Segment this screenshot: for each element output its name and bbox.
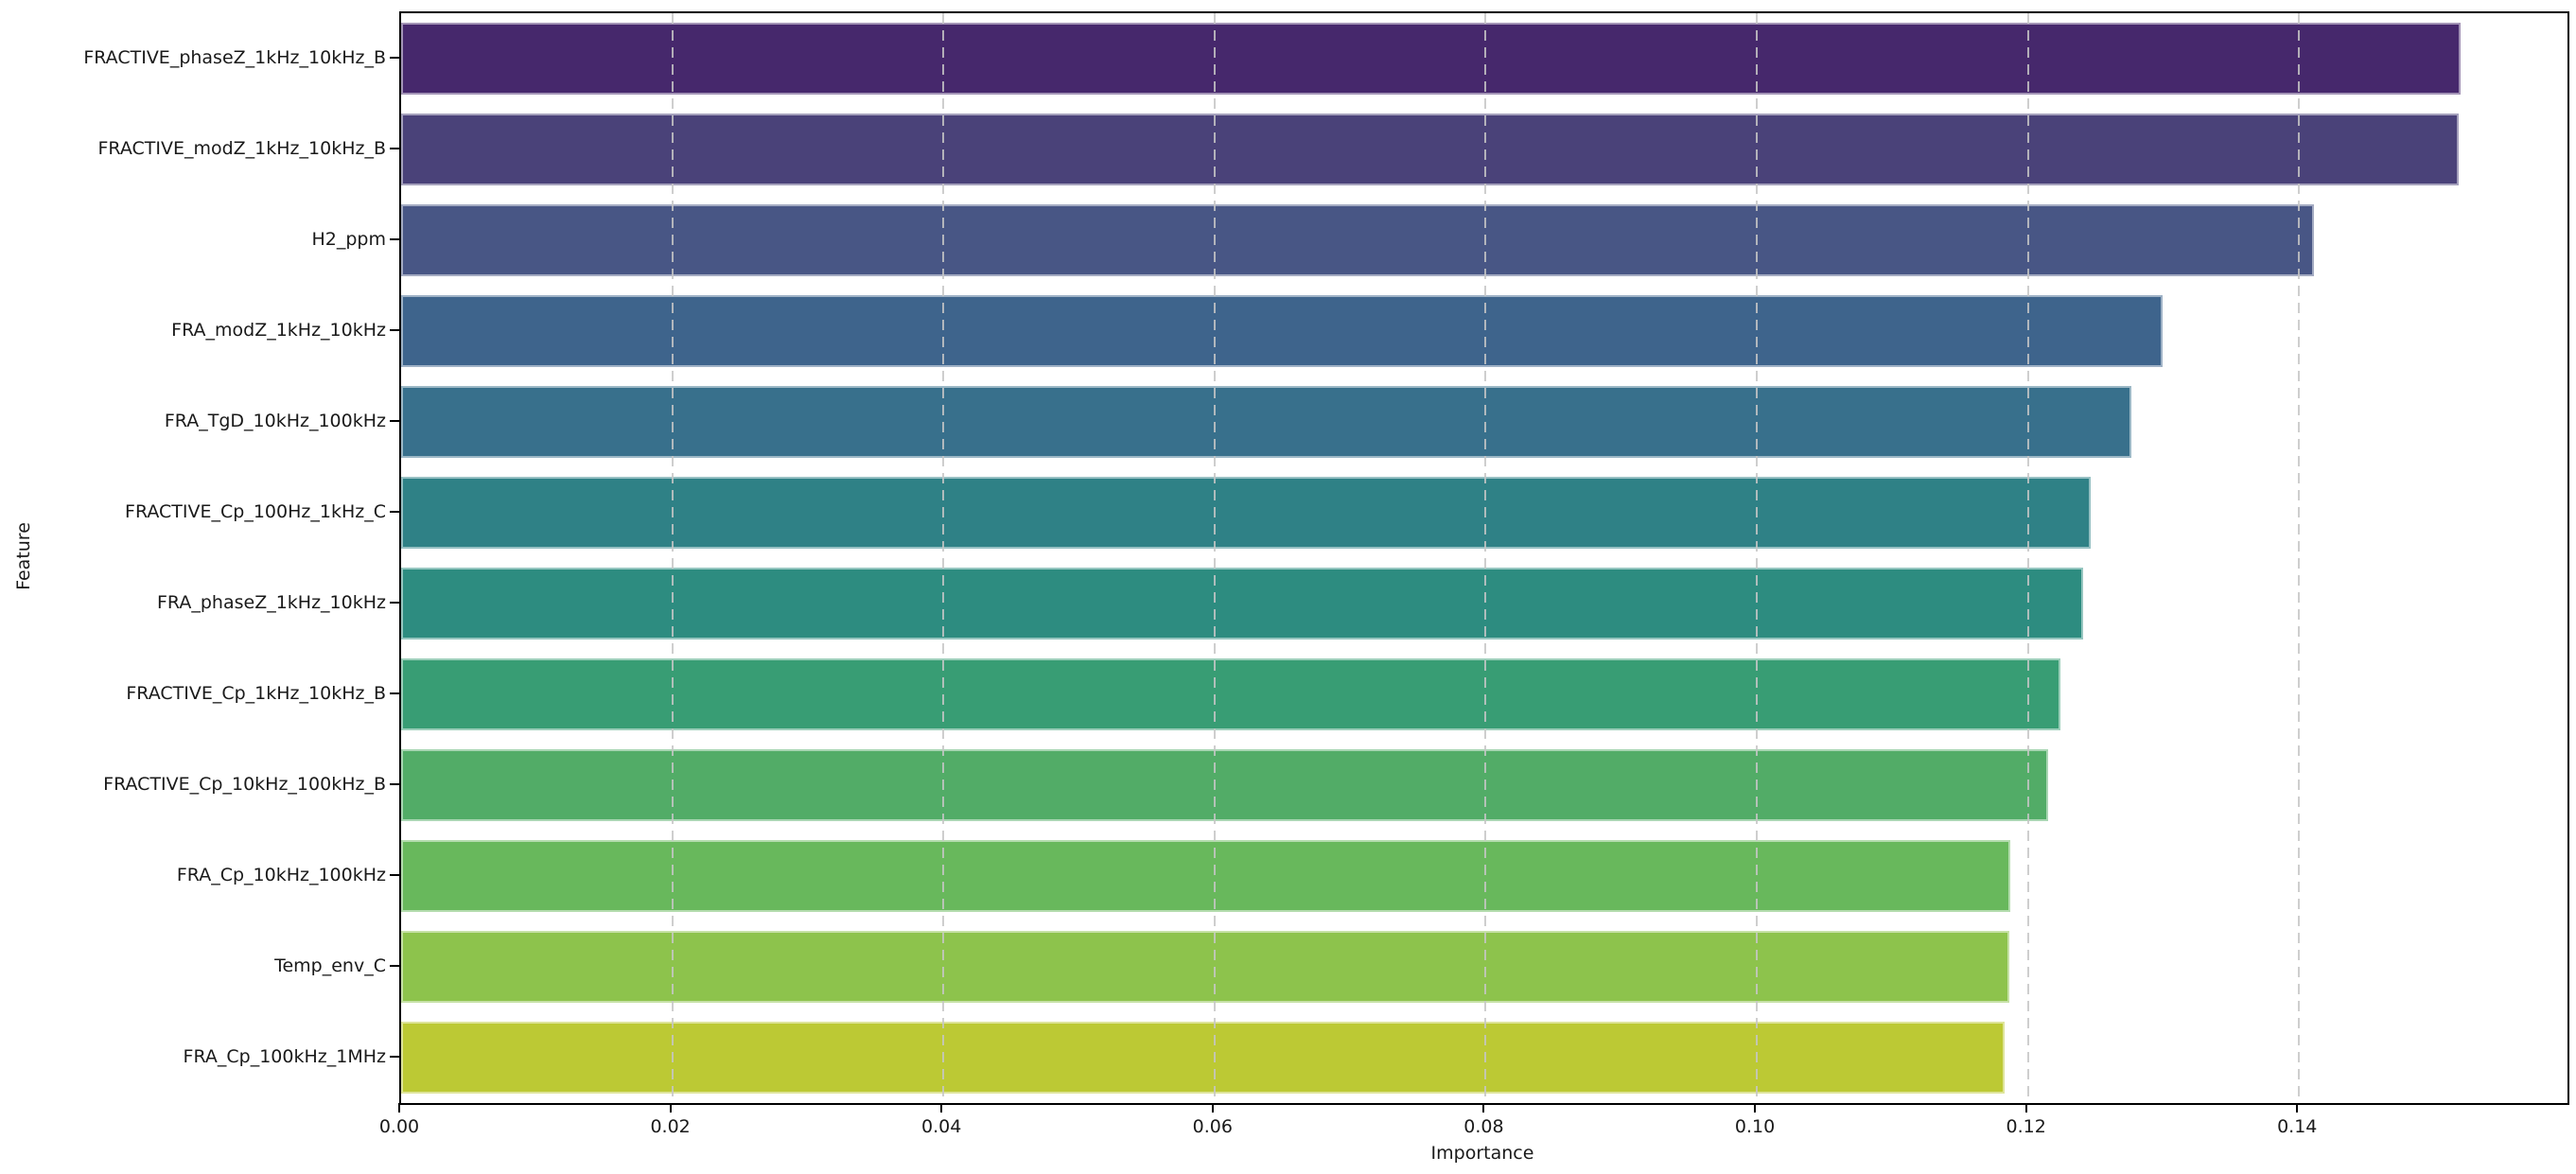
y-axis-title: Feature (13, 522, 34, 590)
x-tick-label: 0.10 (1734, 1116, 1776, 1137)
x-tick-mark (669, 1103, 672, 1113)
y-tick-mark (390, 783, 399, 785)
y-tick-mark (390, 874, 399, 876)
bar (401, 568, 2084, 640)
y-tick-mark (390, 1056, 399, 1058)
x-tick-mark (940, 1103, 943, 1113)
x-tick-mark (1482, 1103, 1485, 1113)
y-tick-mark (390, 692, 399, 694)
gridline-x-0.06 (1213, 13, 1216, 1103)
x-tick-mark (2296, 1103, 2299, 1113)
x-tick-mark (2024, 1103, 2027, 1113)
plot-area (399, 11, 2569, 1105)
y-tick-label: FRA_TgD_10kHz_100kHz (164, 411, 386, 431)
y-tick-label: FRACTIVE_Cp_1kHz_10kHz_B (126, 683, 386, 704)
y-tick-label: FRA_Cp_100kHz_1MHz (183, 1046, 386, 1067)
gridline-x-0.12 (2026, 13, 2029, 1103)
bar (401, 295, 2163, 367)
x-axis-title: Importance (1430, 1143, 1534, 1164)
y-tick-mark (390, 602, 399, 604)
bar (401, 23, 2461, 95)
x-tick-label: 0.00 (378, 1116, 420, 1137)
gridline-x-0.02 (671, 13, 674, 1103)
gridline-x-0.14 (2298, 13, 2301, 1103)
bar (401, 1022, 2006, 1094)
x-tick-label: 0.04 (921, 1116, 962, 1137)
x-tick-mark (1211, 1103, 1214, 1113)
y-tick-label: FRA_modZ_1kHz_10kHz (171, 320, 386, 341)
bar (401, 114, 2460, 185)
x-tick-label: 0.12 (2006, 1116, 2046, 1137)
y-tick-label: H2_ppm (311, 229, 386, 250)
gridline-x-0.08 (1484, 13, 1487, 1103)
y-tick-mark (390, 148, 399, 149)
y-tick-mark (390, 238, 399, 240)
y-tick-label: FRA_phaseZ_1kHz_10kHz (157, 592, 386, 613)
y-tick-label: FRACTIVE_Cp_10kHz_100kHz_B (103, 774, 386, 795)
y-tick-mark (390, 57, 399, 59)
x-tick-mark (398, 1103, 400, 1113)
y-tick-mark (390, 965, 399, 967)
x-tick-label: 0.02 (650, 1116, 691, 1137)
y-tick-mark (390, 511, 399, 513)
x-tick-label: 0.08 (1463, 1116, 1504, 1137)
x-tick-mark (1754, 1103, 1757, 1113)
bar (401, 749, 2049, 821)
bar (401, 840, 2011, 912)
gridline-x-0.10 (1756, 13, 1759, 1103)
y-tick-mark (390, 329, 399, 331)
y-tick-label: FRA_Cp_10kHz_100kHz (176, 865, 386, 885)
bar (401, 931, 2009, 1003)
bar (401, 658, 2061, 730)
y-tick-label: Temp_env_C (274, 955, 386, 976)
y-tick-label: FRACTIVE_phaseZ_1kHz_10kHz_B (83, 47, 386, 68)
bar (401, 477, 2091, 549)
y-tick-mark (390, 420, 399, 422)
x-tick-label: 0.14 (2277, 1116, 2318, 1137)
x-tick-label: 0.06 (1192, 1116, 1233, 1137)
y-tick-label: FRACTIVE_modZ_1kHz_10kHz_B (97, 138, 386, 159)
bar (401, 386, 2131, 458)
bar (401, 204, 2315, 276)
gridline-x-0.04 (942, 13, 945, 1103)
y-tick-label: FRACTIVE_Cp_100Hz_1kHz_C (125, 501, 386, 522)
